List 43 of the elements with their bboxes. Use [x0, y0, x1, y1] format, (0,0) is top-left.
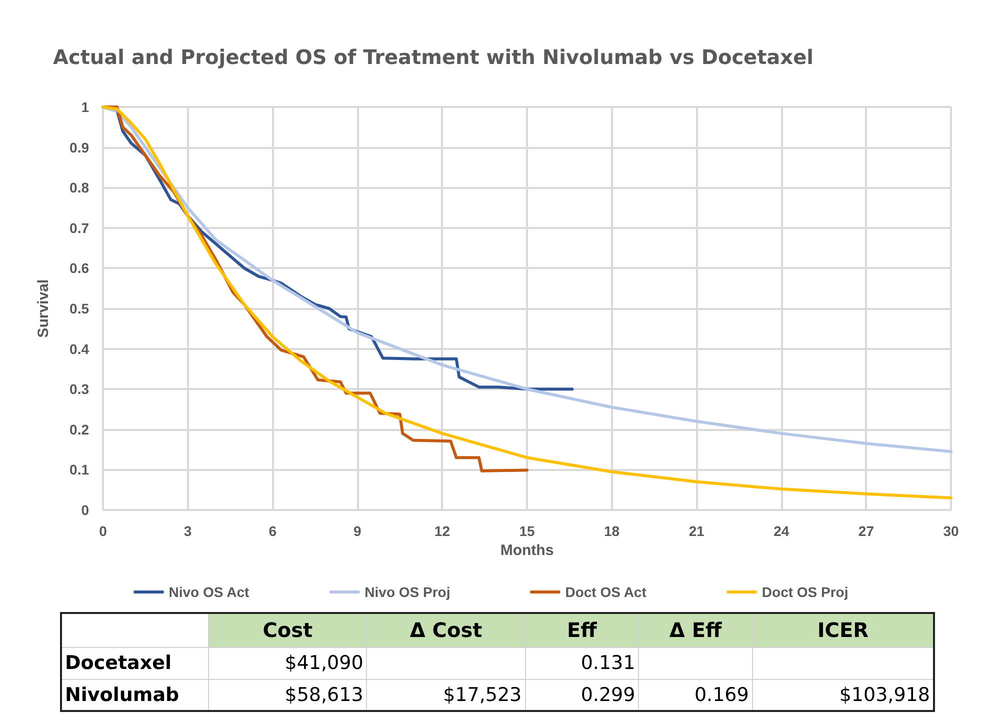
- y-tick-label: 0.4: [70, 340, 90, 357]
- y-tick-label: 0: [81, 502, 90, 518]
- x-tick-label: 0: [99, 523, 108, 539]
- text: $58,613: [284, 684, 364, 706]
- chart-title: Actual and Projected OS of Treatment with Nivolumab vs Docetaxel: [53, 45, 814, 69]
- category-label: ICER: [752, 613, 934, 647]
- category-label: Docetaxel: [65, 652, 172, 674]
- text: 0.299: [580, 684, 636, 706]
- category-label: Nivolumab: [65, 684, 180, 706]
- text: 0.131: [580, 652, 636, 674]
- x-tick-label: 27: [858, 523, 874, 539]
- y-tick-label: 0.7: [70, 220, 90, 236]
- y-tick-label: 0.6: [70, 260, 90, 276]
- y-tick-label: 0.9: [70, 139, 90, 156]
- legend-label: Nivo OS Act: [168, 584, 250, 600]
- text: $17,523: [443, 684, 522, 706]
- text: 0.169: [694, 684, 749, 706]
- y-axis-title: Survival: [35, 279, 52, 338]
- y-tick-label: 0.5: [70, 300, 90, 316]
- x-axis-title: Months: [500, 542, 554, 559]
- x-tick-label: 9: [354, 523, 362, 539]
- y-tick-label: 0.2: [70, 421, 90, 438]
- x-tick-label: 24: [774, 523, 790, 539]
- category-label: Cost: [208, 613, 367, 647]
- x-tick-label: 6: [268, 523, 277, 539]
- x-tick-label: 12: [434, 523, 450, 539]
- category-label: Δ Eff: [638, 613, 752, 647]
- legend-label: Doct OS Act: [565, 584, 647, 600]
- y-tick-label: 0.8: [70, 180, 90, 196]
- text: $41,090: [284, 652, 364, 674]
- x-tick-label: 21: [688, 523, 705, 539]
- x-tick-label: 15: [519, 523, 535, 539]
- category-label: Δ Cost: [366, 613, 526, 647]
- text: $103,918: [839, 684, 930, 706]
- legend-label: Doct OS Proj: [762, 584, 848, 600]
- legend-label: Nivo OS Proj: [364, 584, 450, 600]
- x-tick-label: 30: [943, 523, 959, 539]
- y-tick-label: 0.3: [70, 381, 90, 398]
- y-tick-label: 1: [81, 99, 90, 115]
- category-label: Eff: [525, 613, 639, 647]
- y-tick-label: 0.1: [70, 462, 90, 478]
- x-tick-label: 18: [604, 523, 620, 539]
- x-tick-label: 3: [184, 523, 192, 539]
